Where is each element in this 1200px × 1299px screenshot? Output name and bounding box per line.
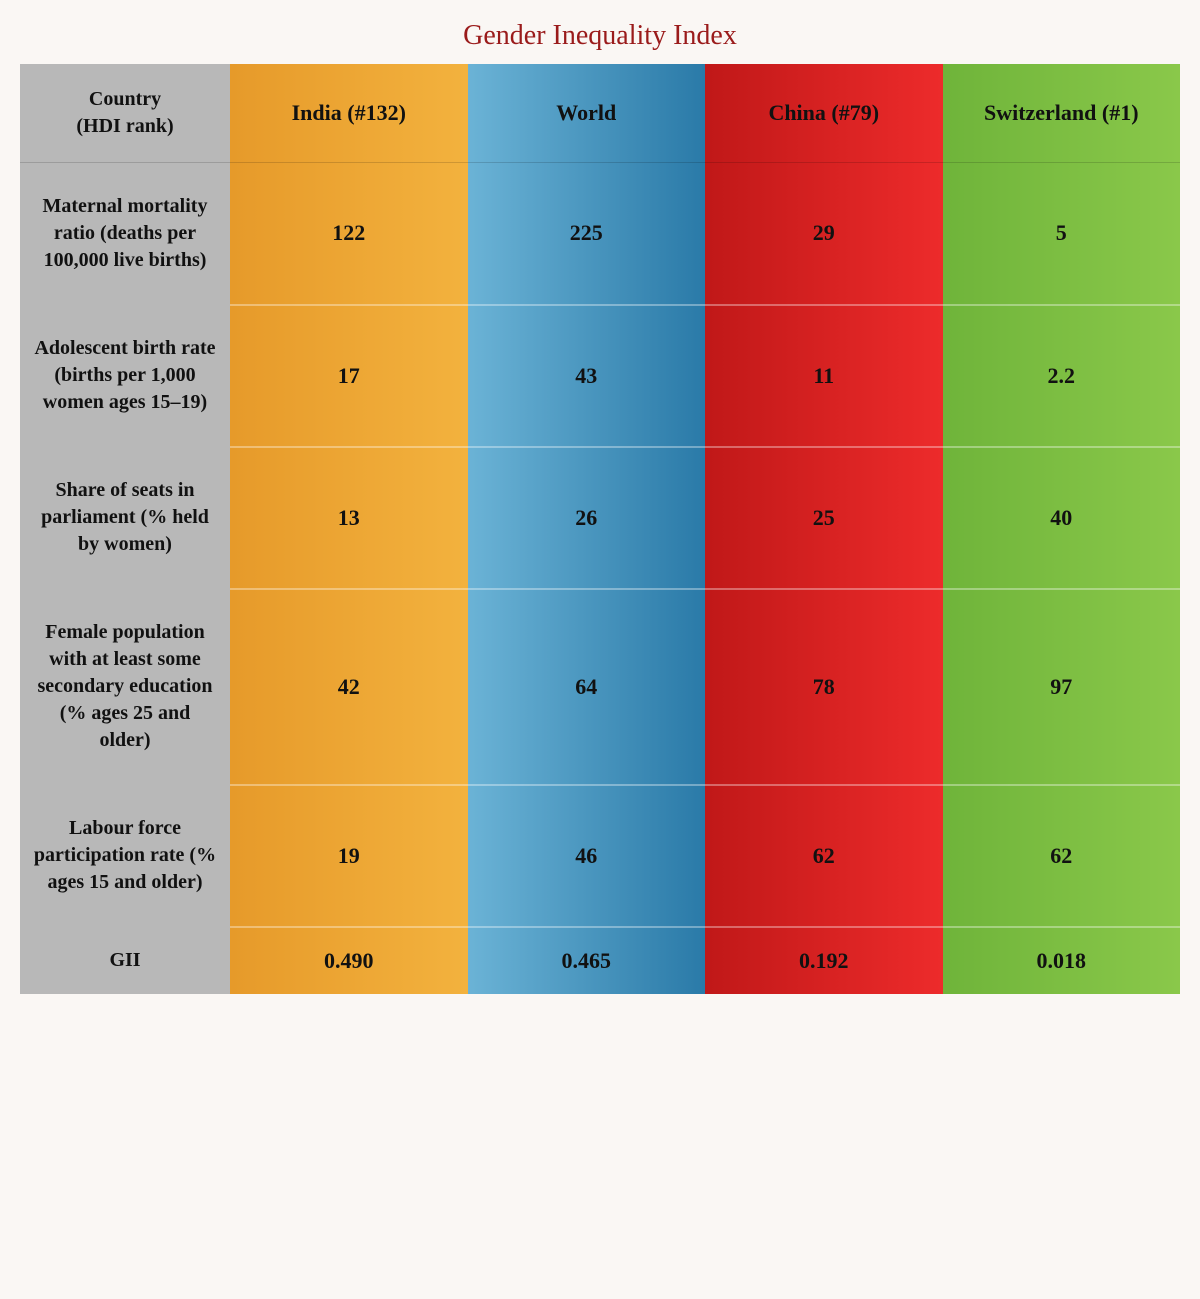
table-row: Maternal mortality ratio (deaths per 100… [20,163,1180,305]
cell-value: 40 [943,447,1181,589]
cell-value: 11 [705,305,943,447]
table-row: Female population with at least some sec… [20,589,1180,785]
row-label: Labour force participation rate (% ages … [20,785,230,927]
cell-value: 0.490 [230,927,468,995]
header-row: Country(HDI rank)India (#132)WorldChina … [20,64,1180,163]
header-col-2: World [468,64,706,163]
table-row: Labour force participation rate (% ages … [20,785,1180,927]
cell-value: 29 [705,163,943,305]
cell-value: 78 [705,589,943,785]
cell-value: 17 [230,305,468,447]
cell-value: 62 [705,785,943,927]
cell-value: 19 [230,785,468,927]
row-label: Adolescent birth rate (births per 1,000 … [20,305,230,447]
cell-value: 43 [468,305,706,447]
cell-value: 2.2 [943,305,1181,447]
cell-value: 62 [943,785,1181,927]
cell-value: 0.018 [943,927,1181,995]
gii-table-container: Gender Inequality Index Country(HDI rank… [20,20,1180,994]
cell-value: 46 [468,785,706,927]
gii-table: Country(HDI rank)India (#132)WorldChina … [20,64,1180,994]
cell-value: 13 [230,447,468,589]
table-row: GII0.4900.4650.1920.018 [20,927,1180,995]
table-body: Maternal mortality ratio (deaths per 100… [20,163,1180,995]
header-col-3: China (#79) [705,64,943,163]
header-col-4: Switzerland (#1) [943,64,1181,163]
table-row: Share of seats in parliament (% heldby w… [20,447,1180,589]
row-label: Maternal mortality ratio (deaths per 100… [20,163,230,305]
row-label: Share of seats in parliament (% heldby w… [20,447,230,589]
table-row: Adolescent birth rate (births per 1,000 … [20,305,1180,447]
row-label: Female population with at least some sec… [20,589,230,785]
cell-value: 26 [468,447,706,589]
chart-title: Gender Inequality Index [20,20,1180,52]
cell-value: 122 [230,163,468,305]
row-label: GII [20,927,230,995]
header-col-1: India (#132) [230,64,468,163]
cell-value: 25 [705,447,943,589]
cell-value: 5 [943,163,1181,305]
cell-value: 225 [468,163,706,305]
cell-value: 97 [943,589,1181,785]
table-head: Country(HDI rank)India (#132)WorldChina … [20,64,1180,163]
cell-value: 0.192 [705,927,943,995]
header-rowhead: Country(HDI rank) [20,64,230,163]
cell-value: 42 [230,589,468,785]
cell-value: 64 [468,589,706,785]
cell-value: 0.465 [468,927,706,995]
